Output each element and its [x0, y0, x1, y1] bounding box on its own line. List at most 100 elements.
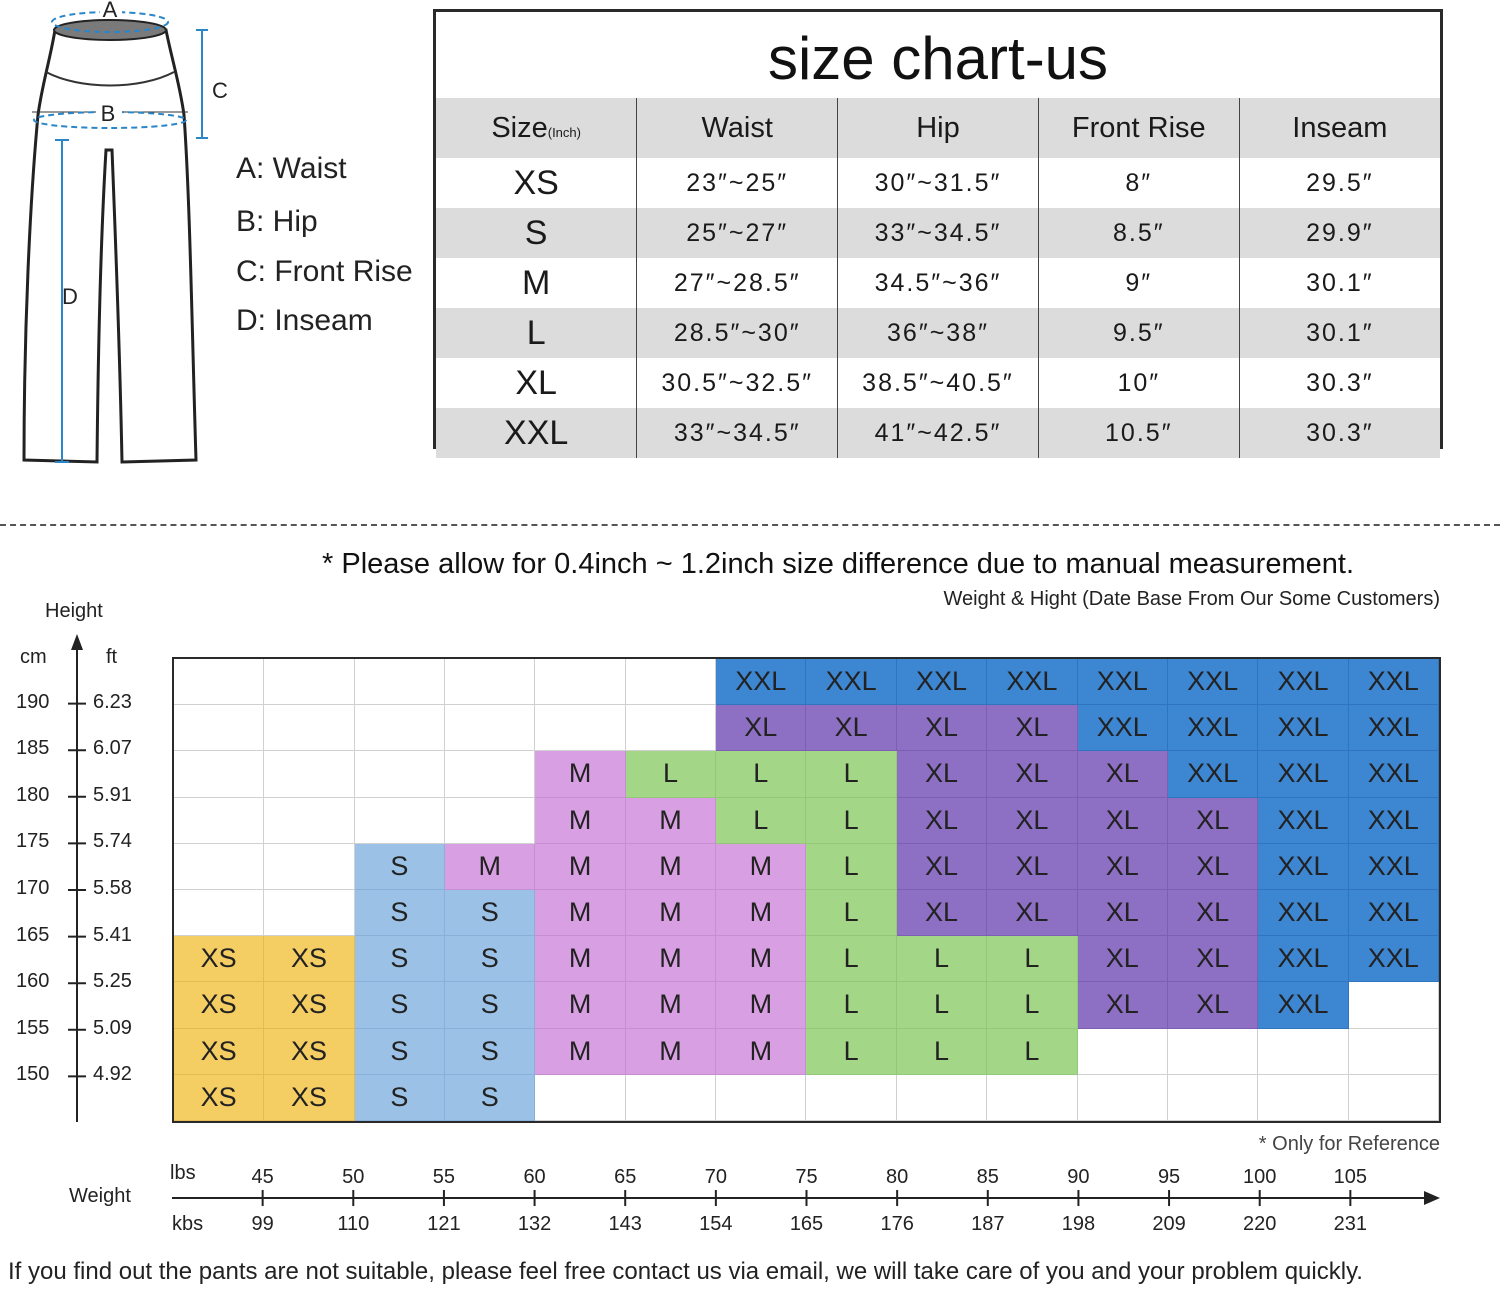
header-inseam: Inseam	[1238, 98, 1440, 158]
y-tick-label-cm: 165	[16, 923, 50, 946]
x-tick-label-top: 70	[704, 1166, 727, 1188]
cell-size: XXL	[436, 408, 637, 458]
grid-cell: XL	[987, 705, 1078, 752]
grid-cell: XXL	[1167, 751, 1259, 798]
grid-cell: XXL	[1258, 843, 1349, 890]
y-unit-ft: ft	[106, 646, 118, 668]
header-size: Size(Inch)	[436, 98, 637, 158]
grid-cell: L	[987, 982, 1078, 1029]
grid-cell	[174, 659, 265, 706]
y-axis	[68, 634, 86, 1122]
grid-cell	[174, 797, 265, 844]
grid-cell: XXL	[1348, 890, 1439, 937]
grid-cell: XL	[1077, 797, 1168, 844]
grid-cell	[1258, 1028, 1349, 1075]
cell-inseam: 29.5″	[1238, 158, 1440, 208]
x-unit-bottom: kbs	[172, 1213, 204, 1235]
grid-cell	[1167, 1074, 1259, 1121]
inseam-measure-line	[55, 139, 69, 463]
cell-front-rise: 10.5″	[1037, 408, 1240, 458]
size-table-header: Size(Inch) Waist Hip Front Rise Inseam	[436, 98, 1440, 158]
grid-cell: L	[806, 1028, 897, 1075]
x-tick-label-top: 45	[251, 1166, 274, 1188]
grid-cell: XS	[264, 936, 355, 983]
letter-b: B	[101, 101, 116, 126]
x-tick-label-top: 55	[432, 1166, 456, 1188]
grid-cell: M	[716, 936, 807, 983]
grid-cell: L	[806, 751, 897, 798]
cell-front-rise: 8.5″	[1037, 208, 1240, 258]
grid-cell: XS	[174, 1028, 265, 1075]
grid-cell	[716, 1074, 807, 1121]
header-front-rise: Front Rise	[1037, 98, 1240, 158]
y-tick-label-cm: 170	[16, 877, 50, 899]
grid-cell: L	[806, 936, 897, 983]
x-tick-label-bottom: 176	[880, 1213, 914, 1235]
cell-hip: 30″~31.5″	[837, 158, 1039, 208]
grid-cell: S	[445, 890, 536, 937]
grid-cell: M	[625, 1028, 717, 1075]
section-divider	[0, 524, 1500, 526]
cell-front-rise: 8″	[1037, 158, 1240, 208]
grid-cell: XS	[264, 1028, 355, 1075]
grid-cell	[625, 1074, 717, 1121]
grid-cell	[1348, 982, 1439, 1029]
grid-cell: XL	[806, 705, 897, 752]
grid-cell: L	[806, 982, 897, 1029]
grid-cell	[264, 659, 355, 706]
grid-cell: XXL	[1348, 751, 1439, 798]
cell-hip: 33″~34.5″	[837, 208, 1039, 258]
grid-cell: XL	[1077, 936, 1168, 983]
grid-cell: L	[806, 797, 897, 844]
x-tick-label-bottom: 187	[971, 1213, 1005, 1235]
grid-cell: XXL	[1258, 751, 1349, 798]
cell-waist: 25″~27″	[636, 208, 838, 258]
y-tick-label-ft: 4.92	[93, 1063, 132, 1086]
grid-cell	[1167, 1028, 1259, 1075]
y-tick-label-ft: 6.07	[93, 737, 132, 760]
grid-cell	[354, 797, 446, 844]
x-tick-label-top: 50	[342, 1166, 365, 1188]
grid-cell	[445, 751, 536, 798]
grid-cell: XL	[1077, 751, 1168, 798]
cell-inseam: 29.9″	[1238, 208, 1440, 258]
grid-cell: XXL	[1348, 659, 1439, 706]
cell-hip: 38.5″~40.5″	[837, 358, 1039, 408]
footer-note: If you find out the pants are not suitab…	[8, 1258, 1363, 1285]
x-tick-label-bottom: 209	[1152, 1213, 1186, 1235]
grid-cell: XL	[987, 890, 1078, 937]
grid-cell	[625, 705, 717, 752]
y-tick-label-cm: 185	[16, 737, 50, 760]
x-tick-label-top: 105	[1333, 1166, 1368, 1188]
grid-cell	[264, 890, 355, 937]
grid-cell	[174, 705, 265, 752]
grid-cell: L	[896, 936, 988, 983]
reference-note: * Only for Reference	[1258, 1133, 1440, 1155]
y-tick-label-cm: 150	[16, 1063, 50, 1086]
cell-front-rise: 9″	[1037, 258, 1240, 308]
grid-cell	[174, 890, 265, 937]
grid-cell: S	[445, 936, 536, 983]
grid-cell: L	[987, 1028, 1078, 1075]
cell-inseam: 30.3″	[1238, 358, 1440, 408]
y-unit-cm: cm	[20, 646, 47, 668]
grid-cell: XXL	[1167, 705, 1259, 752]
x-tick-label-top: 95	[1157, 1166, 1181, 1188]
grid-cell: M	[625, 843, 717, 890]
grid-cell	[1348, 1028, 1439, 1075]
grid-cell: S	[445, 1074, 536, 1121]
grid-cell: XL	[896, 843, 988, 890]
cell-waist: 27″~28.5″	[636, 258, 838, 308]
grid-cell: XXL	[896, 659, 988, 706]
grid-cell: XXL	[1258, 982, 1349, 1029]
grid-cell: L	[625, 751, 717, 798]
legend-front-rise: C: Front Rise	[236, 255, 413, 288]
grid-cell: S	[354, 1028, 446, 1075]
cell-waist: 33″~34.5″	[636, 408, 838, 458]
grid-cell	[445, 659, 536, 706]
grid-cell: L	[806, 890, 897, 937]
x-tick-label-bottom: 165	[789, 1213, 824, 1235]
x-tick-label-top: 85	[976, 1166, 999, 1188]
data-source-note: Weight & Hight (Date Base From Our Some …	[943, 588, 1440, 610]
legend-hip: B: Hip	[236, 205, 318, 238]
